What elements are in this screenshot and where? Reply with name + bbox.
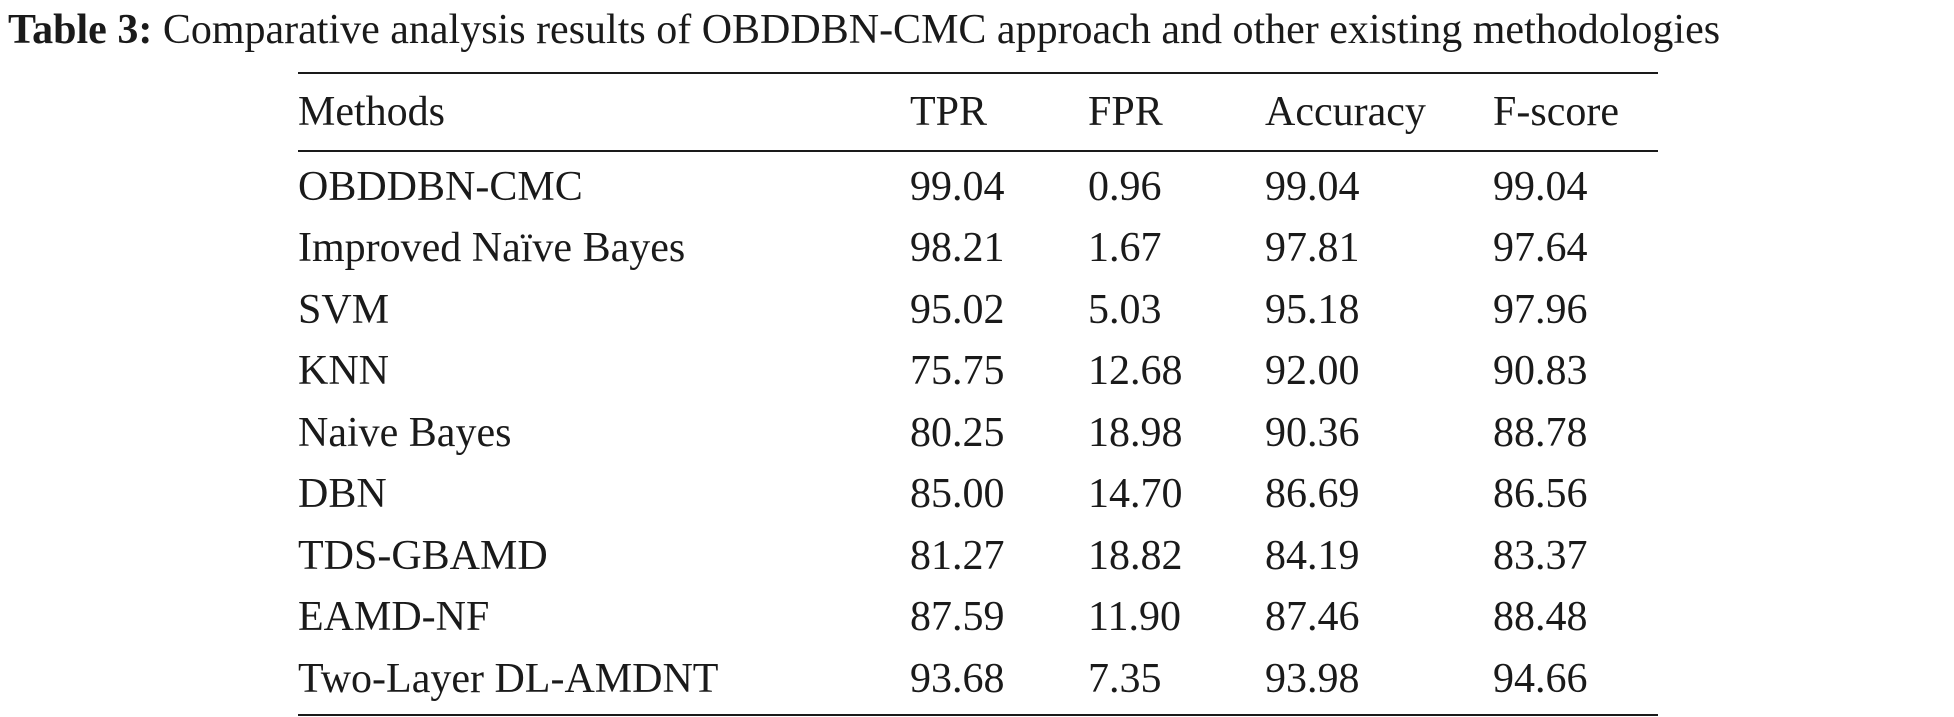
fpr-cell: 7.35 xyxy=(1088,655,1162,702)
fpr-cell: 14.70 xyxy=(1088,471,1183,518)
method-cell: KNN xyxy=(298,348,389,395)
table-row: DBN 85.00 14.70 86.69 86.56 xyxy=(298,464,1658,526)
accuracy-cell: 84.19 xyxy=(1265,532,1360,579)
f-score-cell: 88.78 xyxy=(1493,409,1588,456)
results-table: Methods TPR FPR Accuracy F-score OBDDBN-… xyxy=(298,72,1658,716)
column-header-f-score: F-score xyxy=(1493,89,1619,135)
accuracy-cell: 97.81 xyxy=(1265,225,1360,272)
f-score-cell: 86.56 xyxy=(1493,471,1588,518)
f-score-cell: 88.48 xyxy=(1493,594,1588,641)
table-caption: Table 3: Comparative analysis results of… xyxy=(8,4,1948,56)
method-cell: Improved Naïve Bayes xyxy=(298,225,686,272)
fpr-cell: 12.68 xyxy=(1088,348,1183,395)
caption-label: Table 3: xyxy=(8,7,153,53)
header-row: Methods TPR FPR Accuracy F-score xyxy=(298,73,1658,151)
accuracy-cell: 99.04 xyxy=(1265,163,1360,210)
tpr-cell: 99.04 xyxy=(910,163,1005,210)
f-score-cell: 97.96 xyxy=(1493,286,1588,333)
table-row: Improved Naïve Bayes 98.21 1.67 97.81 97… xyxy=(298,218,1658,280)
table-row: Naive Bayes 80.25 18.98 90.36 88.78 xyxy=(298,402,1658,464)
f-score-cell: 97.64 xyxy=(1493,225,1588,272)
accuracy-cell: 90.36 xyxy=(1265,409,1360,456)
tpr-cell: 93.68 xyxy=(910,655,1005,702)
accuracy-cell: 95.18 xyxy=(1265,286,1360,333)
fpr-cell: 18.82 xyxy=(1088,532,1183,579)
column-header-fpr: FPR xyxy=(1088,89,1163,135)
tpr-cell: 95.02 xyxy=(910,286,1005,333)
accuracy-cell: 86.69 xyxy=(1265,471,1360,518)
fpr-cell: 0.96 xyxy=(1088,163,1162,210)
fpr-cell: 5.03 xyxy=(1088,286,1162,333)
table-row: KNN 75.75 12.68 92.00 90.83 xyxy=(298,341,1658,403)
method-cell: Naive Bayes xyxy=(298,409,512,456)
tpr-cell: 80.25 xyxy=(910,409,1005,456)
fpr-cell: 1.67 xyxy=(1088,225,1162,272)
f-score-cell: 94.66 xyxy=(1493,655,1588,702)
method-cell: TDS-GBAMD xyxy=(298,532,548,579)
method-cell: EAMD-NF xyxy=(298,594,490,641)
accuracy-cell: 93.98 xyxy=(1265,655,1360,702)
fpr-cell: 11.90 xyxy=(1088,594,1181,641)
accuracy-cell: 92.00 xyxy=(1265,348,1360,395)
accuracy-cell: 87.46 xyxy=(1265,594,1360,641)
results-table-container: Methods TPR FPR Accuracy F-score OBDDBN-… xyxy=(298,72,1658,716)
method-cell: OBDDBN-CMC xyxy=(298,163,583,210)
tpr-cell: 98.21 xyxy=(910,225,1005,272)
table-row: EAMD-NF 87.59 11.90 87.46 88.48 xyxy=(298,587,1658,649)
method-cell: SVM xyxy=(298,286,390,333)
tpr-cell: 85.00 xyxy=(910,471,1005,518)
table-row: TDS-GBAMD 81.27 18.82 84.19 83.37 xyxy=(298,525,1658,587)
fpr-cell: 18.98 xyxy=(1088,409,1183,456)
table-row: OBDDBN-CMC 99.04 0.96 99.04 99.04 xyxy=(298,151,1658,218)
method-cell: DBN xyxy=(298,471,387,518)
f-score-cell: 83.37 xyxy=(1493,532,1588,579)
column-header-methods: Methods xyxy=(298,89,445,135)
table-row: Two-Layer DL-AMDNT 93.68 7.35 93.98 94.6… xyxy=(298,648,1658,715)
column-header-tpr: TPR xyxy=(910,89,988,135)
table-row: SVM 95.02 5.03 95.18 97.96 xyxy=(298,279,1658,341)
tpr-cell: 87.59 xyxy=(910,594,1005,641)
tpr-cell: 75.75 xyxy=(910,348,1005,395)
caption-text: Comparative analysis results of OBDDBN-C… xyxy=(162,7,1721,53)
column-header-accuracy: Accuracy xyxy=(1265,89,1426,135)
f-score-cell: 90.83 xyxy=(1493,348,1588,395)
method-cell: Two-Layer DL-AMDNT xyxy=(298,655,719,702)
f-score-cell: 99.04 xyxy=(1493,163,1588,210)
tpr-cell: 81.27 xyxy=(910,532,1005,579)
